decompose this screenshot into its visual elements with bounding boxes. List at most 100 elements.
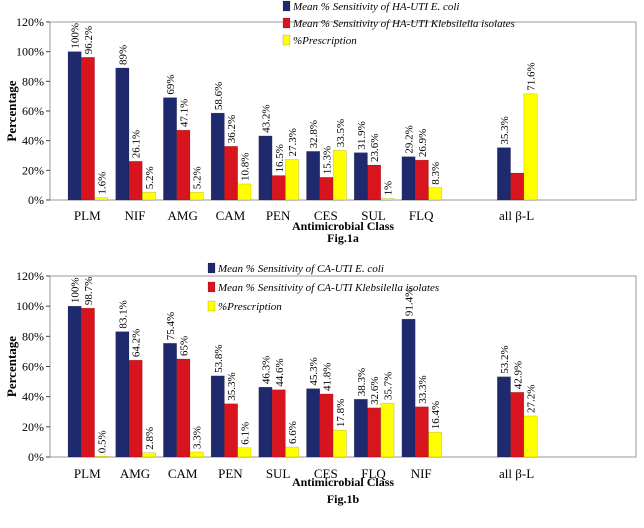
data-label: 91.4% <box>404 288 416 316</box>
bar <box>319 393 334 458</box>
bar <box>510 392 525 458</box>
bar <box>414 406 429 458</box>
x-tick-label: PLM <box>74 466 101 481</box>
legend: Mean % Sensitivity of CA-UTI E. coli Mean… <box>207 262 439 313</box>
y-tick-label: 20% <box>22 420 44 434</box>
data-label: 32.6% <box>369 376 381 404</box>
bar <box>81 307 95 458</box>
data-label: 5.2% <box>192 166 204 189</box>
bar <box>142 452 156 458</box>
x-tick-label: CAM <box>168 466 198 481</box>
bar <box>306 388 321 458</box>
y-tick-label: 60% <box>22 104 44 118</box>
x-tick-label: CAM <box>216 208 246 223</box>
data-label: 26.9% <box>417 129 429 157</box>
data-label: 75.4% <box>165 312 177 340</box>
bar <box>128 359 143 458</box>
x-tick-label: CES <box>314 466 338 481</box>
data-label: 1% <box>382 181 394 196</box>
bar <box>401 156 416 201</box>
figure-caption: Fig.1b <box>327 492 360 506</box>
bar <box>428 432 443 458</box>
bar <box>367 164 382 201</box>
x-tick-label: AMG <box>120 466 150 481</box>
bar <box>510 172 525 201</box>
x-tick-label: PEN <box>266 208 291 223</box>
data-label: 6.6% <box>287 421 299 444</box>
legend-entry: Mean % Sensitivity of HA-UTI Klebsilella… <box>292 18 515 30</box>
y-tick-label: 60% <box>22 360 44 374</box>
data-label: 41.8% <box>321 363 333 391</box>
bar <box>380 198 395 201</box>
bar <box>189 451 204 458</box>
data-label: 96.2% <box>83 26 95 54</box>
x-tick-label: NIF <box>411 466 432 481</box>
bar <box>353 152 368 201</box>
bar <box>94 197 109 201</box>
bar <box>237 447 252 458</box>
data-label: 38.3% <box>356 368 368 396</box>
bar <box>210 112 225 201</box>
data-label: 31.9% <box>356 121 368 149</box>
data-label: 8.3% <box>430 162 442 185</box>
data-label: 100% <box>70 23 82 49</box>
data-label: 98.7% <box>83 277 95 305</box>
bar <box>115 67 130 201</box>
bar <box>332 429 347 458</box>
data-label: 46.3% <box>260 356 272 384</box>
bar <box>210 375 225 458</box>
legend-entry: Mean % Sensitivity of CA-UTI E. coli <box>217 263 384 275</box>
bar <box>189 192 204 201</box>
bar <box>142 192 156 201</box>
data-label: 32.8% <box>308 120 320 148</box>
bar <box>67 51 82 201</box>
data-label: 53.2% <box>499 345 511 373</box>
y-axis-label: Percentage <box>4 336 19 397</box>
data-label: 69% <box>165 74 177 94</box>
legend-entry: %Prescription <box>293 35 357 47</box>
data-label: 35.3% <box>499 116 511 144</box>
data-label: 44.6% <box>274 358 286 386</box>
bar <box>306 151 321 201</box>
data-label: 15.3% <box>321 146 333 174</box>
bar <box>497 376 511 458</box>
y-tick-label: 80% <box>22 74 44 88</box>
bar <box>401 318 416 458</box>
bar <box>414 159 429 201</box>
x-tick-label: SUL <box>361 208 386 223</box>
y-tick-label: 120% <box>16 15 44 29</box>
data-label: 5.2% <box>144 166 156 189</box>
x-tick-label: FLQ <box>361 466 386 481</box>
data-label: 0.5% <box>96 430 108 453</box>
data-label: 58.6% <box>213 82 225 110</box>
data-label: 89% <box>117 45 129 65</box>
y-tick-label: 100% <box>16 45 44 59</box>
data-label: 35.3% <box>226 372 238 400</box>
bar <box>353 398 368 458</box>
legend-swatch <box>207 262 216 274</box>
bar <box>523 93 538 201</box>
bar <box>258 135 273 201</box>
legend-entry: Mean % Sensitivity of HA-UTI E. coli <box>292 1 460 13</box>
bar <box>237 183 252 201</box>
bar <box>332 150 347 201</box>
y-tick-label: 20% <box>22 163 44 177</box>
legend-swatch <box>282 17 291 29</box>
data-label: 100% <box>70 277 82 303</box>
data-label: 65% <box>178 336 190 356</box>
data-label: 45.3% <box>308 357 320 385</box>
x-tick-label: PEN <box>218 466 243 481</box>
data-label: 29.2% <box>404 125 416 153</box>
x-tick-label: CES <box>314 208 338 223</box>
bar <box>380 402 395 458</box>
x-tick-label: all β-L <box>499 208 534 223</box>
y-axis-label: Percentage <box>4 80 19 141</box>
data-label: 16.5% <box>274 144 286 172</box>
y-tick-label: 120% <box>16 269 44 283</box>
legend-swatch <box>282 34 291 46</box>
bar <box>163 97 177 201</box>
x-axis-label: Antimicrobial Class <box>292 219 394 233</box>
data-label: 23.6% <box>369 134 381 162</box>
x-axis-label: Antimicrobial Class <box>292 475 394 489</box>
